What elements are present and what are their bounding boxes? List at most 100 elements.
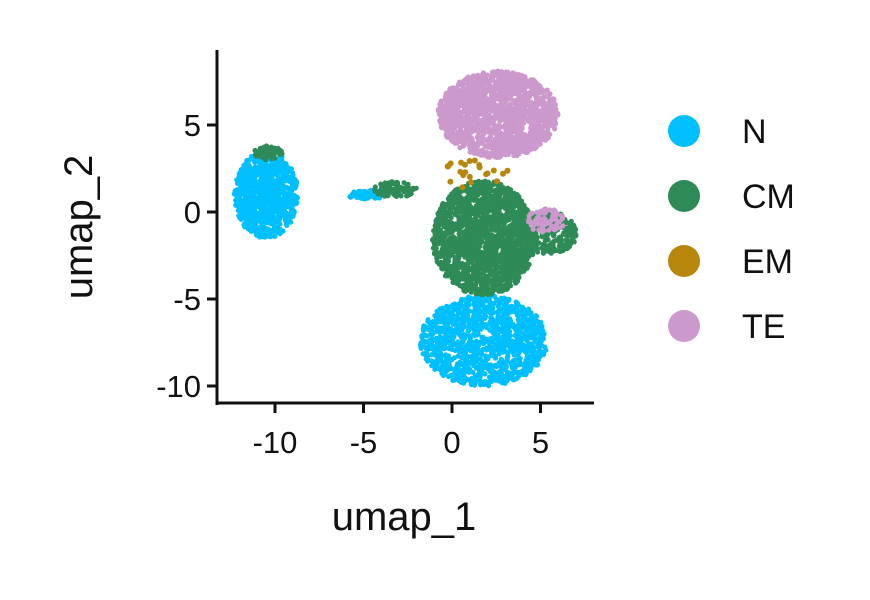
point-cm-0-1495 <box>511 219 518 226</box>
point-n-2-58 <box>357 188 363 194</box>
point-cm-0-1637 <box>477 186 484 192</box>
point-cm-0-1598 <box>464 206 470 213</box>
point-n-1-998 <box>440 309 446 315</box>
point-cm-0-1017 <box>513 280 519 286</box>
point-cm-0-1599 <box>490 270 497 276</box>
point-n-0-851 <box>270 214 277 220</box>
point-n-0-780 <box>249 203 255 209</box>
point-n-1-1095 <box>532 337 538 343</box>
point-cm-1-176 <box>551 233 557 239</box>
point-cm-2-63 <box>401 180 407 186</box>
point-n-2-59 <box>358 194 364 200</box>
point-cm-0-1675 <box>496 208 502 214</box>
point-n-0-897 <box>241 163 247 169</box>
point-n-1-1083 <box>456 366 462 372</box>
point-n-0-842 <box>260 224 266 230</box>
point-n-1-490 <box>511 367 517 373</box>
point-n-0-891 <box>280 189 286 195</box>
point-n-0-733 <box>271 229 277 235</box>
point-n-1-944 <box>515 302 522 308</box>
point-n-1-1056 <box>493 336 499 342</box>
point-n-1-873 <box>475 347 481 353</box>
point-n-1-660 <box>480 299 486 306</box>
point-cm-2-85 <box>410 185 416 191</box>
point-n-1-1014 <box>517 324 523 331</box>
point-n-0-751 <box>259 159 265 166</box>
point-n-1-1034 <box>530 322 536 328</box>
point-n-1-837 <box>471 297 477 303</box>
point-n-0-898 <box>240 211 246 218</box>
point-cm-0-1583 <box>491 193 497 199</box>
point-cm-0-1695 <box>457 251 463 257</box>
point-cm-0-1394 <box>493 245 499 251</box>
point-n-1-1099 <box>499 380 505 386</box>
point-cm-1-134 <box>535 249 541 255</box>
point-cm-0-1654 <box>455 204 461 210</box>
point-cm-0-1520 <box>470 188 476 194</box>
point-n-1-1009 <box>499 296 505 302</box>
point-n-0-816 <box>289 177 295 184</box>
point-cm-0-1499 <box>507 279 513 285</box>
point-n-0-718 <box>281 172 287 178</box>
point-n-1-1045 <box>432 324 438 330</box>
point-cm-0-1603 <box>487 197 493 203</box>
point-cm-0-1547 <box>466 258 472 264</box>
point-n-0-838 <box>274 169 280 175</box>
point-n-1-682 <box>514 312 520 318</box>
point-cm-0-1645 <box>484 185 490 191</box>
point-cm-0-1697 <box>452 270 458 276</box>
point-cm-0-1655 <box>449 226 455 232</box>
point-cm-0-1646 <box>465 278 471 284</box>
point-cm-0-1671 <box>442 259 448 265</box>
point-n-1-987 <box>465 296 471 303</box>
point-n-1-1073 <box>505 334 511 340</box>
point-n-1-566 <box>510 305 516 311</box>
point-n-1-854 <box>483 313 489 320</box>
point-n-1-642 <box>493 364 500 370</box>
point-n-1-1061 <box>509 374 515 380</box>
point-cm-0-1676 <box>472 283 478 289</box>
point-n-0-863 <box>283 162 289 168</box>
point-cm-1-253 <box>546 245 552 251</box>
point-n-1-1059 <box>487 343 493 349</box>
point-cm-0-1579 <box>522 206 528 212</box>
point-cm-0-1611 <box>504 225 510 231</box>
point-n-1-1058 <box>511 347 517 353</box>
point-n-1-234 <box>483 347 489 353</box>
point-n-0-877 <box>253 203 259 209</box>
point-cm-0-1485 <box>497 258 503 264</box>
point-n-1-620 <box>422 324 428 330</box>
point-n-1-941 <box>525 311 531 317</box>
point-cm-0-1683 <box>526 252 532 259</box>
point-n-0-610 <box>284 222 290 228</box>
point-n-1-1068 <box>439 325 445 331</box>
point-n-1-1021 <box>460 339 466 345</box>
point-cm-1-200 <box>540 234 546 240</box>
point-n-1-917 <box>501 304 507 310</box>
point-n-1-1015 <box>534 325 540 331</box>
point-cm-0-1568 <box>437 250 444 256</box>
point-n-1-622 <box>539 331 545 337</box>
point-cm-0-1575 <box>516 270 522 276</box>
point-cm-0-1055 <box>516 194 522 200</box>
point-n-0-834 <box>246 181 252 187</box>
point-n-1-868 <box>516 354 522 361</box>
point-cm-0-1513 <box>510 213 517 219</box>
point-cm-3-59 <box>255 150 261 156</box>
point-cm-2-42 <box>372 184 378 190</box>
point-cm-0-1569 <box>492 199 498 205</box>
point-cm-0-1217 <box>495 227 501 233</box>
point-n-1-1028 <box>526 367 532 373</box>
point-cm-0-1687 <box>501 198 507 204</box>
point-cm-2-83 <box>384 188 390 195</box>
point-cm-0-1419 <box>498 243 504 249</box>
point-cm-1-242 <box>522 227 528 234</box>
point-n-1-502 <box>452 347 458 353</box>
point-cm-1-255 <box>516 224 522 230</box>
point-n-1-1067 <box>457 326 463 332</box>
point-n-1-924 <box>425 317 431 323</box>
point-n-0-878 <box>245 196 251 202</box>
point-n-0-797 <box>259 169 265 175</box>
point-n-1-1079 <box>522 334 528 340</box>
